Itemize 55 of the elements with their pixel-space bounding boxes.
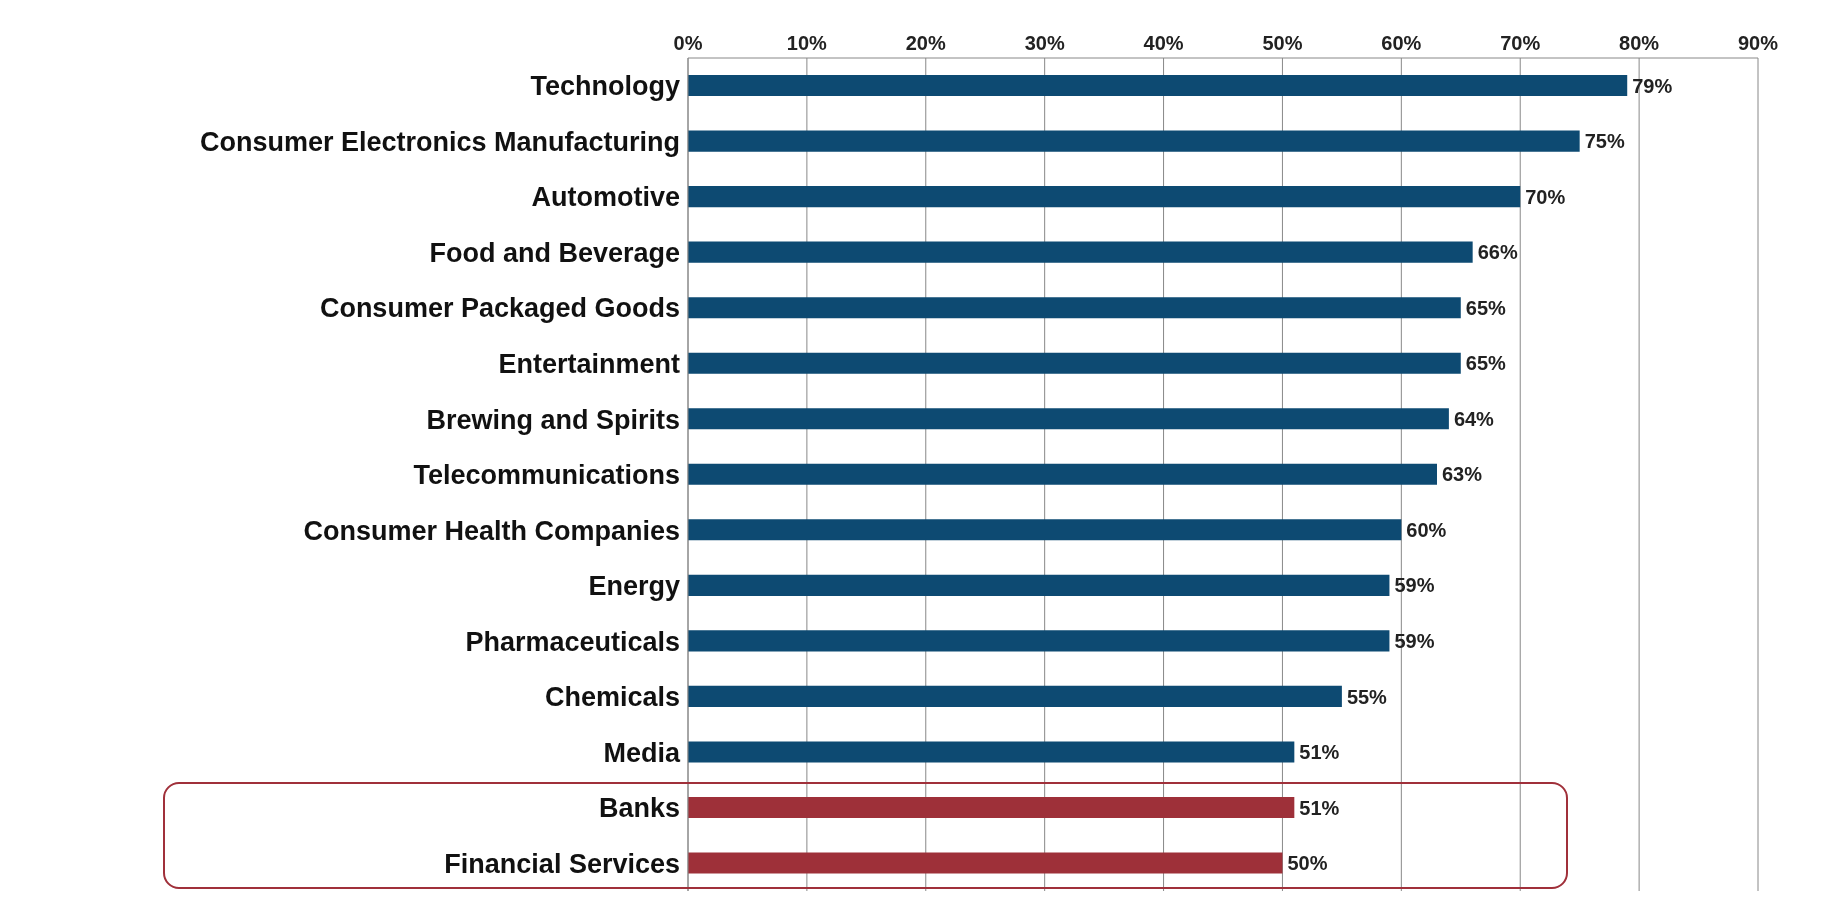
bar [688, 574, 1390, 596]
bar [688, 741, 1295, 763]
bar [688, 685, 1342, 707]
x-tick-label: 80% [1619, 32, 1660, 54]
bar [688, 796, 1295, 819]
y-tick-label: Energy [588, 571, 680, 602]
x-tick-label: 40% [1143, 32, 1184, 54]
bar [688, 241, 1473, 263]
y-tick-label: Technology [530, 71, 680, 102]
bar [688, 297, 1461, 319]
x-tick-label: 30% [1024, 32, 1065, 54]
bar [688, 408, 1449, 430]
y-tick-label: Automotive [531, 182, 680, 213]
data-label: 55% [1346, 685, 1388, 708]
y-tick-label: Brewing and Spirits [426, 404, 680, 435]
y-tick-label: Entertainment [498, 349, 680, 380]
bar [688, 186, 1521, 208]
bar [688, 519, 1402, 541]
data-label: 70% [1525, 185, 1566, 208]
data-label: 65% [1465, 296, 1507, 319]
y-tick-label: Financial Services [444, 848, 680, 879]
x-tick-label: 60% [1381, 32, 1422, 54]
data-label: 51% [1299, 741, 1340, 764]
y-tick-label: Chemicals [544, 682, 680, 713]
y-tick-label: Telecommunications [413, 460, 680, 491]
data-label: 63% [1442, 463, 1483, 486]
x-tick-label: 50% [1262, 32, 1303, 54]
y-tick-label: Consumer Electronics Manufacturing [199, 126, 680, 157]
x-tick-label: 90% [1737, 32, 1779, 54]
data-label: 64% [1453, 407, 1495, 430]
y-tick-label: Banks [598, 793, 680, 824]
bar [688, 352, 1461, 374]
x-tick-label: 0% [673, 32, 703, 54]
data-label: 75% [1584, 130, 1625, 153]
data-label: 59% [1394, 574, 1435, 597]
y-tick-label: Consumer Packaged Goods [319, 293, 680, 324]
bar [688, 75, 1628, 97]
y-tick-label: Consumer Health Companies [303, 515, 680, 546]
x-tick-label: 20% [905, 32, 947, 54]
data-label: 51% [1299, 796, 1340, 819]
bar [688, 463, 1437, 485]
data-label: 59% [1394, 629, 1435, 652]
y-tick-label: Media [603, 737, 681, 768]
y-tick-label: Pharmaceuticals [465, 626, 680, 657]
data-label: 60% [1406, 518, 1447, 541]
data-label: 79% [1632, 74, 1673, 97]
data-label: 50% [1287, 852, 1328, 875]
bar [688, 630, 1390, 652]
data-label: 66% [1477, 241, 1518, 264]
bar [688, 130, 1580, 152]
bar [688, 852, 1283, 874]
x-tick-label: 70% [1500, 32, 1541, 54]
x-tick-label: 10% [786, 32, 828, 54]
data-label: 65% [1465, 352, 1507, 375]
y-tick-label: Food and Beverage [429, 237, 680, 268]
